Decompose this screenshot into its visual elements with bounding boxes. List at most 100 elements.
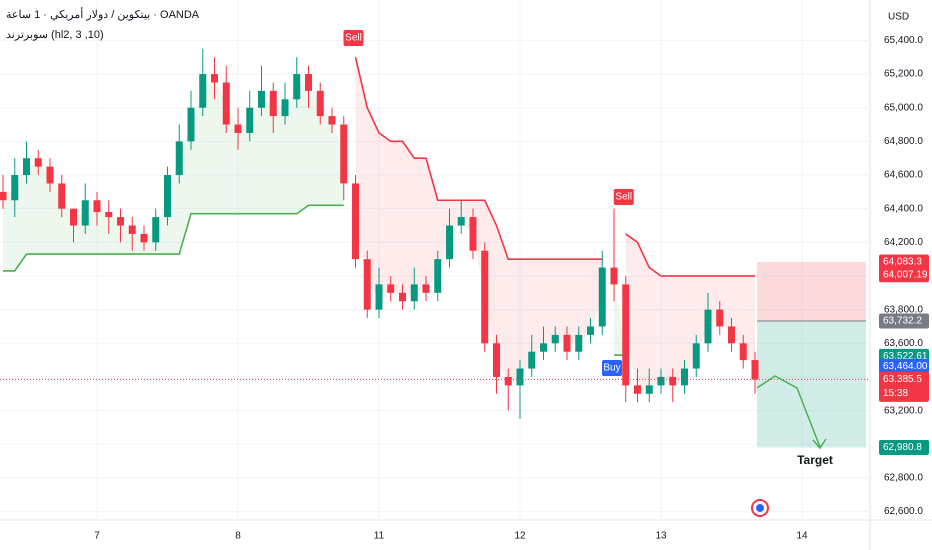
y-tick-label: 63,200.0 [884,405,923,416]
candle-body [305,74,312,91]
price-tag [879,440,929,456]
signal-label: Sell [615,192,632,203]
price-tag-label: 64,083.3 [883,257,922,268]
candle-body [234,124,242,133]
candle-body [258,90,265,108]
candle-body [0,191,7,201]
candle-body [222,82,230,125]
candle-body [34,158,42,167]
target-zone [757,321,866,448]
y-tick-label: 65,400.0 [884,35,923,46]
trend-line [625,233,755,277]
price-tag-label: 62,980.8 [883,442,922,453]
price-tag [879,313,929,329]
candle-body [598,267,606,327]
x-tick-label: 12 [514,531,526,542]
trend-line [3,204,344,272]
candle-body [293,74,301,100]
candle-body [540,343,547,352]
candle-body [81,200,89,226]
candle-body [528,351,536,369]
candle-body [152,217,160,243]
candle-body [269,90,277,117]
candle-body [175,141,183,176]
y-tick-label: 65,200.0 [884,69,923,80]
candle-body [46,166,54,184]
x-tick-label: 14 [796,531,808,542]
price-tag-label: 64,007.19 [883,269,928,280]
candle-body [387,284,395,293]
candle-body [504,376,512,386]
trend-fill [614,275,626,356]
y-tick-label: 64,800.0 [884,136,923,147]
y-tick-label: 63,600.0 [884,338,923,349]
event-icon-flag [756,504,764,512]
y-tick-label: 63,800.0 [884,304,923,315]
y-tick-label: 62,600.0 [884,506,923,517]
candle-body [422,284,430,293]
y-tick-label: 64,200.0 [884,237,923,248]
x-tick-label: 7 [94,531,100,542]
forecast-arrow [756,375,821,448]
candle-body [352,183,359,260]
candle-body [622,284,630,386]
x-tick-label: 11 [374,531,385,542]
price-tag [879,267,929,283]
candle-body [70,208,77,226]
signal-badge [343,30,364,46]
candle-body [316,90,324,117]
candle-body [23,158,30,176]
signal-badge [602,360,622,376]
candle-body [645,385,653,394]
candle-body [399,292,406,302]
signal-label: Buy [603,363,620,374]
candle-body [739,343,747,361]
candle-body [363,259,371,310]
candle-body [58,183,66,209]
candle-body [340,124,348,184]
candle-body [446,225,453,260]
candle-body [563,334,571,352]
chart-title: بيتكوين / دولار أمريكي · 1 ساعة · OANDA [6,9,200,21]
countdown: 15:38 [883,388,908,399]
y-tick-label: 65,000.0 [884,102,923,113]
candle-body [199,74,207,108]
candle-body [728,326,735,344]
candle-body [105,212,113,218]
arrow-head [812,438,827,450]
signal-label: Sell [345,33,362,44]
candle-body [128,225,136,234]
candle-body [11,175,19,201]
candle-body [469,217,477,251]
candle-body [481,250,489,344]
x-tick-label: 13 [655,531,667,542]
signal-badge [613,189,634,205]
candle-body [164,175,171,218]
candle-body [93,200,101,213]
price-tag-label: 63,732.2 [883,316,922,327]
price-tag-label: 63,522.61 [883,351,928,362]
trend-fill [625,233,755,390]
stop-zone [757,261,866,322]
price-tag [879,371,929,402]
target-label: Target [797,453,833,467]
candle-body [751,360,759,380]
currency: USD [888,12,909,23]
candle-body [692,343,700,369]
candle-body [211,74,218,83]
candle-body [516,368,524,386]
candle-body [587,326,594,335]
candle-body [610,267,618,285]
y-tick-label: 62,800.0 [884,473,923,484]
candle-body [117,217,124,226]
candle-body [657,376,665,386]
candle-body [716,309,724,327]
candle-body [634,385,641,394]
candle-body [328,116,336,125]
price-tag [879,254,929,270]
candle-body [457,217,465,226]
indicator-title: سوبرترند (hl2, 3 ,10) [6,29,104,41]
